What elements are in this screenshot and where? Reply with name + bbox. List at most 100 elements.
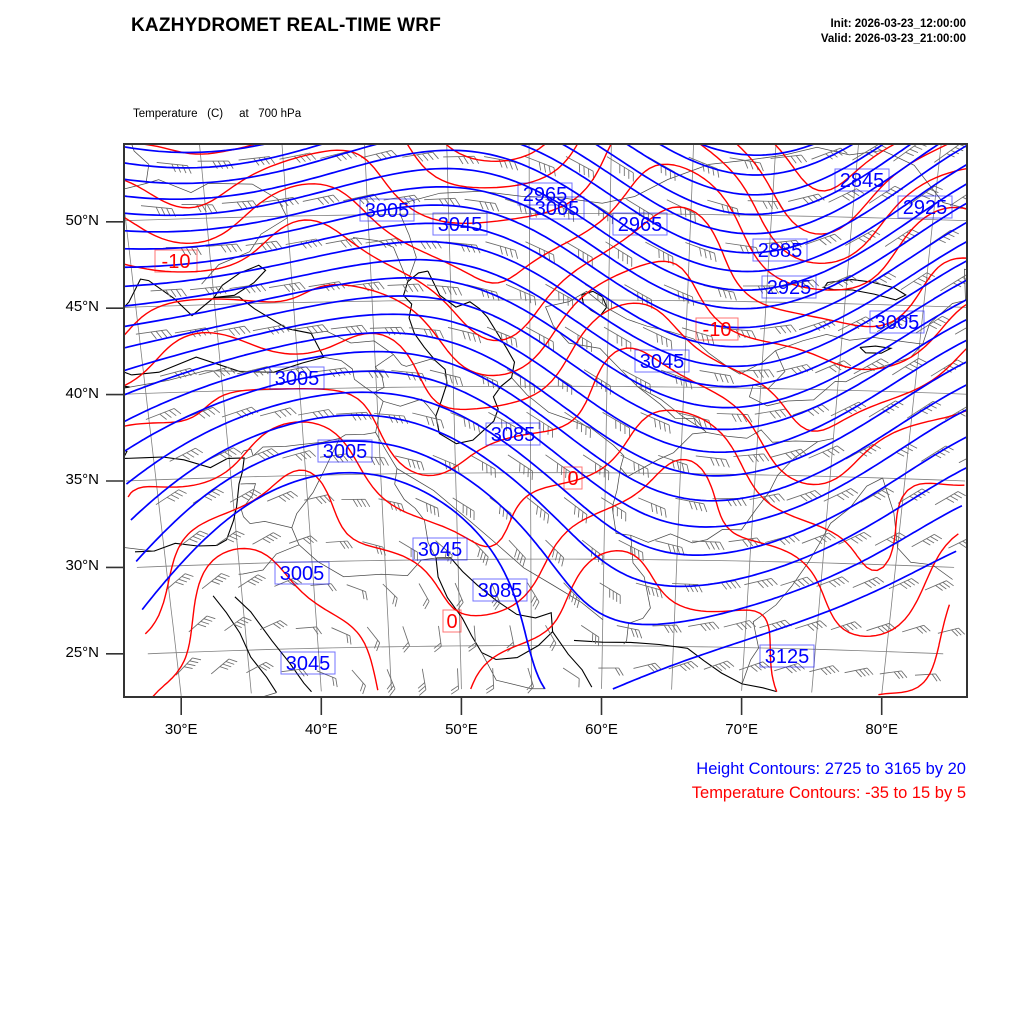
wind-barb-flag	[276, 621, 285, 628]
contour-label-text: 0	[446, 611, 457, 633]
wind-barb-flag	[869, 149, 878, 155]
wind-barb-flag	[792, 534, 800, 542]
wind-barb-flag	[258, 665, 267, 671]
wind-barb-flag	[286, 492, 294, 499]
contour-label-text: 3085	[478, 580, 523, 602]
wind-barb-flag	[231, 244, 237, 252]
wind-barb-flag	[644, 381, 647, 391]
contour-label: 3045	[412, 537, 468, 561]
wind-barb-flag	[181, 288, 187, 297]
wind-barb-flag	[236, 621, 246, 626]
wind-barb-flag	[863, 532, 872, 538]
wind-barb-flag	[189, 538, 198, 543]
wind-barb-flag	[343, 540, 350, 549]
lat-axis-label: 50°N	[65, 211, 99, 229]
wind-barb	[490, 582, 501, 603]
wind-barb-flag	[458, 156, 464, 165]
wind-barb-flag	[916, 627, 924, 634]
wind-barb-flag	[418, 283, 424, 292]
wind-barb-flag	[265, 661, 274, 668]
init-time: Init: 2026-03-23_12:00:00	[830, 18, 966, 30]
wind-barb-flag	[837, 578, 845, 585]
wind-barb-flag	[384, 327, 391, 336]
wind-barb-flag	[968, 327, 976, 331]
contour-label-box	[897, 195, 953, 219]
wind-barb-flag	[548, 165, 551, 175]
wind-barb-flag	[710, 457, 715, 466]
wind-barb-flag	[425, 241, 432, 250]
wind-barb-flag	[983, 450, 991, 455]
wind-barb-flag	[667, 543, 672, 553]
wind-barb-flag	[290, 369, 297, 377]
wind-barb-flag	[872, 578, 881, 585]
wind-barb-flag	[758, 454, 765, 462]
wind-barb-flag	[530, 595, 536, 604]
wind-barb-flag	[828, 666, 836, 674]
wind-barb-flag	[768, 369, 775, 378]
contour-label-text: 0	[567, 468, 578, 490]
wind-barb-flag	[763, 369, 770, 378]
wind-barb-flag	[447, 286, 452, 295]
contour-label-box	[442, 609, 462, 633]
wind-barb-flag	[192, 535, 202, 540]
wind-barb-flag	[457, 602, 464, 610]
wind-barb-flag	[806, 576, 814, 584]
wind-barb-flag	[806, 364, 814, 372]
wind-barb-flag	[895, 400, 904, 406]
wind-barb-flag	[689, 210, 692, 220]
wind-barb-flag	[164, 411, 172, 418]
wind-barb-flag	[449, 374, 453, 384]
wind-barb-flag	[833, 364, 842, 371]
wind-barb-flag	[885, 624, 893, 631]
wind-barb-flag	[479, 551, 484, 560]
wind-barb-flag	[298, 669, 305, 677]
contour-label: 3005	[359, 198, 415, 222]
wind-barb-flag	[807, 624, 815, 631]
wind-barb-flag	[468, 642, 476, 649]
wind-barb-flag	[294, 283, 301, 291]
wind-barb-flag	[817, 193, 825, 201]
wind-barb-flag	[785, 452, 793, 460]
wind-barb-flag	[403, 415, 409, 424]
wind-barb-flag	[430, 417, 435, 427]
contour-label: 3125	[759, 644, 815, 668]
wind-barb-flag	[175, 581, 184, 586]
wind-barb-flag	[506, 641, 514, 649]
wind-barb-flag	[337, 454, 344, 463]
wind-barb-flag	[370, 456, 376, 466]
wind-barb-flag	[911, 578, 919, 584]
contour-legend: Height Contours: 2725 to 3165 by 20 Temp…	[692, 757, 966, 805]
contour-label-box	[529, 196, 585, 220]
wind-barb-flag	[360, 499, 367, 508]
wind-barb-flag	[976, 189, 984, 193]
wind-barb-flag	[971, 457, 979, 462]
wind-barb-flag	[763, 285, 769, 294]
wind-barb-flag	[247, 580, 256, 586]
wind-barb-flag	[364, 499, 371, 508]
wind-barb-flag	[189, 367, 197, 375]
wind-barb-flag	[701, 333, 705, 343]
wind-barb-flag	[327, 195, 335, 203]
wind-barb-flag	[529, 294, 532, 304]
wind-barb-flag	[802, 197, 810, 205]
wind-barb-flag	[831, 447, 840, 454]
wind-barb-flag	[224, 451, 233, 458]
wind-barb-flag	[795, 450, 803, 457]
wind-barb-flag	[389, 688, 396, 697]
contour-label-text: 2925	[767, 277, 812, 299]
wind-barb-flag	[236, 201, 243, 210]
wind-barb-flag	[228, 366, 236, 374]
wind-barb-flag	[676, 624, 682, 633]
wind-barb-flag	[211, 580, 220, 585]
wind-barb-flag	[536, 505, 539, 515]
wind-barb-flag	[155, 206, 161, 216]
wind-barb-flag	[953, 493, 963, 499]
wind-barb-flag	[486, 688, 494, 694]
wind-barb-flag	[233, 623, 242, 628]
wind-barb-flag	[382, 546, 386, 556]
wind-barb-flag	[779, 409, 787, 417]
wind-barb-flag	[820, 668, 828, 676]
wind-barb	[281, 668, 303, 673]
wind-barb-flag	[418, 685, 426, 693]
wind-barb-flag	[795, 240, 802, 248]
